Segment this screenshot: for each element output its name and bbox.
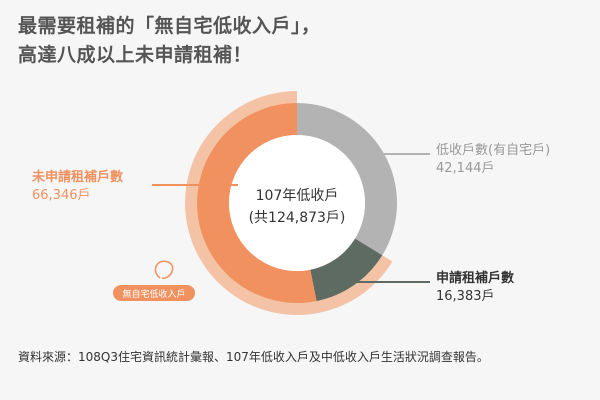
donut-slice-2	[196, 103, 317, 303]
slice-label-applied: 申請租補戶數	[436, 270, 514, 286]
outer-group-badge	[113, 285, 195, 301]
center-label-line-2: (共124,873戶)	[249, 210, 346, 226]
slice-value-own-home: 42,144戶	[436, 161, 495, 176]
source-note: 資料來源：108Q3住宅資訊統計彙報、107年低收入戶及中低收入戶生活狀況調查報…	[18, 350, 489, 364]
title-line-2: 高達八成以上未申請租補！	[18, 44, 253, 66]
donut-slice-1	[310, 238, 383, 302]
chart-title: 最需要租補的「無自宅低收入戶」， 高達八成以上未申請租補！	[18, 12, 578, 70]
title-line-1: 最需要租補的「無自宅低收入戶」，	[18, 15, 321, 37]
slice-label-not-applied: 未申請租補戶數	[31, 169, 123, 185]
slice-value-applied: 16,383戶	[436, 289, 495, 304]
center-label-group: 107年低收戶 (共124,873戶)	[229, 135, 365, 271]
center-hole	[229, 135, 365, 271]
donut-slices	[196, 103, 397, 303]
badge-squiggle	[154, 260, 174, 279]
slice-value-not-applied: 66,346戶	[32, 188, 91, 203]
center-label-line-1: 107年低收戶	[256, 188, 339, 204]
outer-group-badge-label: 無自宅低收入戶	[122, 288, 185, 300]
slice-label-own-home: 低收戶數(有自宅戶)	[436, 143, 550, 158]
donut-slice-0	[297, 103, 397, 256]
